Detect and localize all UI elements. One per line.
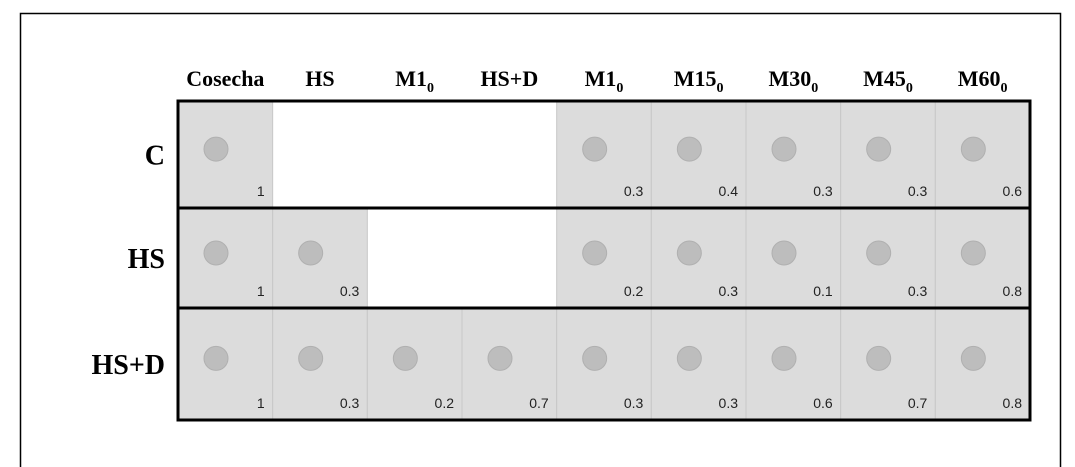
cell-value: 1	[257, 395, 265, 411]
dot	[204, 241, 228, 265]
dot	[961, 241, 985, 265]
cell-value: 0.3	[340, 395, 360, 411]
header-subscript: 0	[427, 81, 434, 96]
cell-value: 0.3	[624, 183, 644, 199]
cell-value: 0.3	[813, 183, 833, 199]
header-subscript: 0	[616, 81, 623, 96]
header-subscript: 0	[717, 81, 724, 96]
header-subscript: 0	[906, 81, 913, 96]
dot	[204, 137, 228, 161]
figure: CosechaHSM10HS+DM10M150M300M450M600C10.3…	[0, 0, 1075, 467]
dot	[583, 137, 607, 161]
column-header: M450	[863, 66, 913, 96]
cell-value: 0.3	[719, 283, 739, 299]
column-header: M150	[674, 66, 724, 96]
dot	[677, 137, 701, 161]
dot	[867, 137, 891, 161]
dot	[393, 346, 417, 370]
cell-value: 0.6	[1003, 183, 1023, 199]
header-main: M1	[585, 66, 617, 91]
column-header: HS+D	[480, 66, 538, 91]
cell-value: 0.6	[813, 395, 833, 411]
column-header: M600	[958, 66, 1008, 96]
cell-value: 1	[257, 183, 265, 199]
dot	[772, 346, 796, 370]
header-main: M45	[863, 66, 906, 91]
row-label: C	[145, 141, 165, 172]
cell-value: 0.3	[719, 395, 739, 411]
cell-value: 0.7	[908, 395, 928, 411]
cell-value: 0.8	[1003, 395, 1023, 411]
cell-value: 0.1	[813, 283, 833, 299]
column-header: M300	[768, 66, 818, 96]
cell-value: 0.4	[719, 183, 739, 199]
dot	[488, 346, 512, 370]
cell-value: 0.7	[529, 395, 549, 411]
dot	[583, 241, 607, 265]
dot	[204, 346, 228, 370]
cell-value: 0.2	[624, 283, 644, 299]
cell-value: 1	[257, 283, 265, 299]
dot	[299, 241, 323, 265]
header-subscript: 0	[811, 81, 818, 96]
cell-value: 0.3	[624, 395, 644, 411]
header-subscript: 0	[1001, 81, 1008, 96]
column-header: HS	[305, 66, 334, 91]
cell-value: 0.2	[435, 395, 455, 411]
dot	[867, 346, 891, 370]
cell-value: 0.8	[1003, 283, 1023, 299]
cell-value: 0.3	[340, 283, 360, 299]
dot	[583, 346, 607, 370]
cell-value: 0.3	[908, 183, 928, 199]
header-main: M60	[958, 66, 1001, 91]
dot	[677, 346, 701, 370]
header-main: M1	[395, 66, 427, 91]
header-main: M30	[768, 66, 811, 91]
header-main: M15	[674, 66, 717, 91]
dot	[772, 137, 796, 161]
dot	[867, 241, 891, 265]
dot	[299, 346, 323, 370]
dot	[772, 241, 796, 265]
column-header: Cosecha	[186, 66, 264, 91]
row-label: HS+D	[91, 350, 165, 381]
column-header: M10	[395, 66, 434, 96]
dot	[961, 137, 985, 161]
dot	[961, 346, 985, 370]
row-label: HS	[128, 244, 165, 275]
cell-value: 0.3	[908, 283, 928, 299]
column-header: M10	[585, 66, 624, 96]
dot	[677, 241, 701, 265]
